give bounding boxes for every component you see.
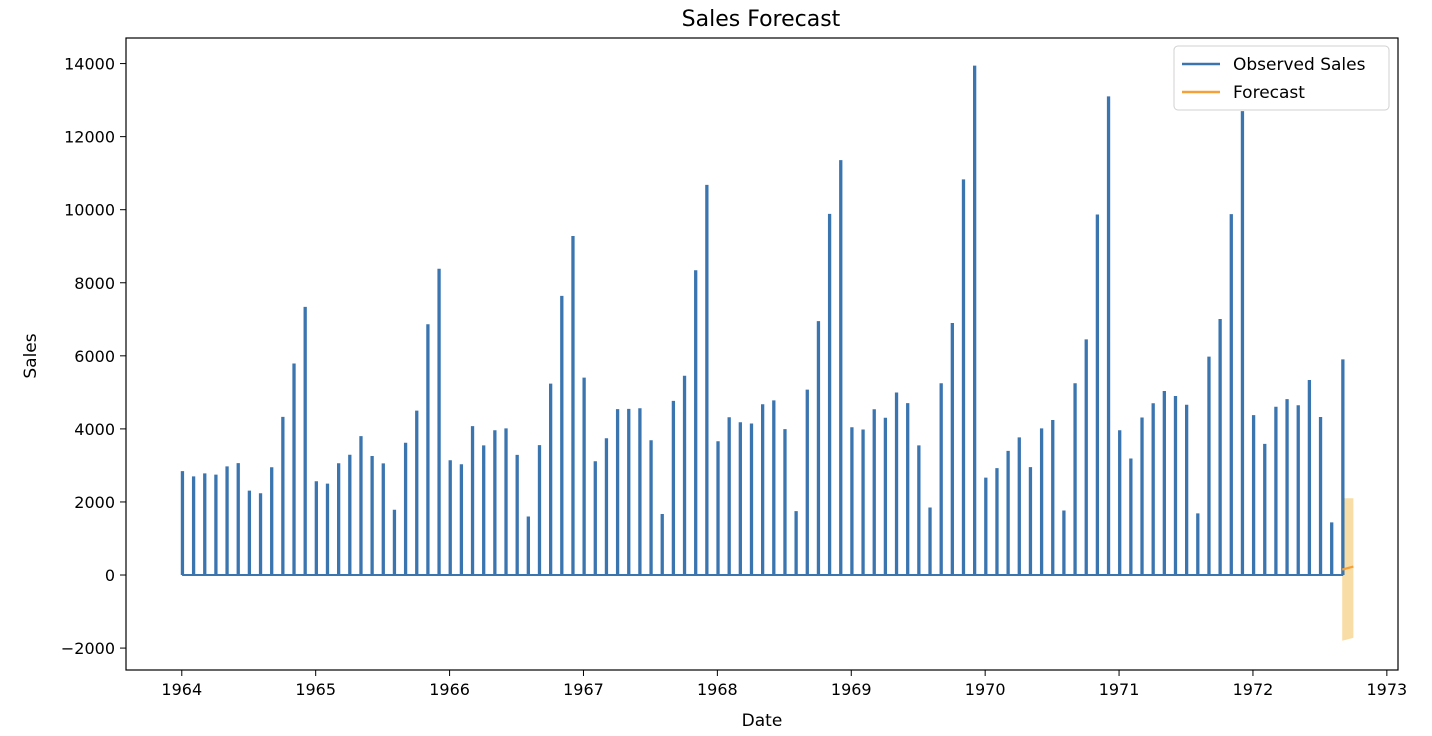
y-tick-label-14000: 14000 [64, 55, 115, 74]
x-axis: 1964 1965 1966 1967 1968 1969 1970 1971 1972 1973 [161, 670, 1407, 699]
y-axis: −2000 0 2000 4000 6000 8000 10000 12000 14000 [61, 55, 126, 658]
series-line-observed-sales [180, 65, 1345, 577]
plot-area [125, 37, 1399, 671]
y-tick-label-6000: 6000 [74, 347, 115, 366]
x-tick-label-1966: 1966 [429, 680, 470, 699]
chart-title: Sales Forecast [682, 7, 841, 32]
series-line-layer [180, 65, 1354, 577]
plot-frame [125, 37, 1399, 671]
x-tick-label-1973: 1973 [1366, 680, 1407, 699]
x-tick-label-1970: 1970 [965, 680, 1006, 699]
x-tick-label-1968: 1968 [697, 680, 738, 699]
x-tick-label-1964: 1964 [161, 680, 202, 699]
forecast-confidence-band [1342, 498, 1354, 641]
y-tick-label-12000: 12000 [64, 128, 115, 147]
series-line-forecast [1341, 565, 1354, 571]
legend-label-observed-sales: Observed Sales [1233, 55, 1366, 75]
y-tick-label--2000: −2000 [61, 639, 115, 658]
y-tick-label-2000: 2000 [74, 493, 115, 512]
x-tick-label-1969: 1969 [831, 680, 872, 699]
legend-box [1173, 45, 1390, 111]
y-tick-label-4000: 4000 [74, 420, 115, 439]
x-axis-label: Date [742, 711, 783, 731]
legend-label-forecast: Forecast [1233, 83, 1305, 103]
y-tick-label-10000: 10000 [64, 201, 115, 220]
forecast-band-layer [1342, 498, 1354, 641]
y-tick-label-8000: 8000 [74, 274, 115, 293]
y-axis-label: Sales [21, 333, 41, 378]
y-tick-label-0: 0 [105, 566, 115, 585]
x-tick-label-1971: 1971 [1099, 680, 1140, 699]
x-tick-label-1967: 1967 [563, 680, 604, 699]
x-tick-label-1965: 1965 [295, 680, 336, 699]
x-tick-label-1972: 1972 [1233, 680, 1274, 699]
legend: Observed Sales Forecast [1173, 45, 1390, 111]
